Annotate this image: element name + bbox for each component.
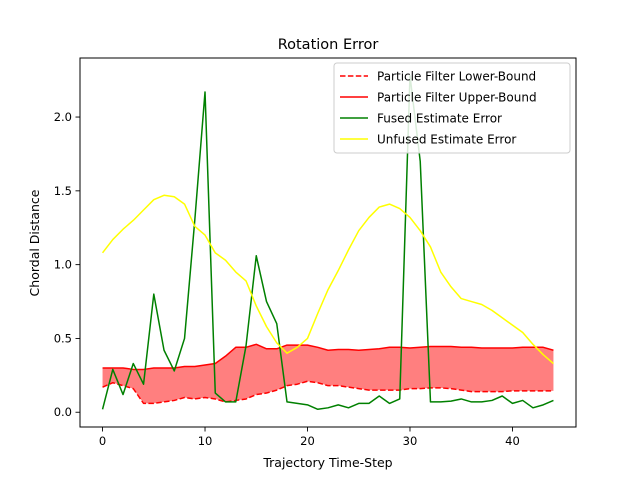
legend-label-4: Unfused Estimate Error xyxy=(377,133,516,147)
plot-area: 0 10 20 30 40 0.0 0.5 1.0 1.5 2.0 xyxy=(54,57,577,448)
legend-label-3: Fused Estimate Error xyxy=(377,112,502,126)
x-tick-label: 20 xyxy=(300,434,315,448)
y-axis-label: Chordal Distance xyxy=(27,189,42,296)
series-line-1 xyxy=(102,380,554,405)
y-tick-label: 0.5 xyxy=(54,331,72,345)
y-tick-label: 1.5 xyxy=(54,184,72,198)
y-tick-label: 2.0 xyxy=(54,110,72,124)
chart-title: Rotation Error xyxy=(278,37,379,53)
series-line-3 xyxy=(101,74,554,411)
legend-label-2: Particle Filter Upper-Bound xyxy=(377,91,537,105)
series-line-2 xyxy=(102,343,554,371)
y-tick-label: 0.0 xyxy=(54,405,72,419)
axes-frame xyxy=(79,57,577,428)
x-tick-label: 0 xyxy=(99,434,106,448)
x-tick-label: 40 xyxy=(505,434,520,448)
series-line-4 xyxy=(101,194,554,365)
x-tick-label: 30 xyxy=(403,434,418,448)
legend-label-1: Particle Filter Lower-Bound xyxy=(377,70,536,84)
legend-box xyxy=(333,62,571,154)
legend: Particle Filter Lower-Bound Particle Filt… xyxy=(333,62,571,154)
x-axis-label: Trajectory Time-Step xyxy=(262,455,392,470)
x-tick-label: 10 xyxy=(198,434,213,448)
y-tick-label: 1.0 xyxy=(54,258,72,272)
